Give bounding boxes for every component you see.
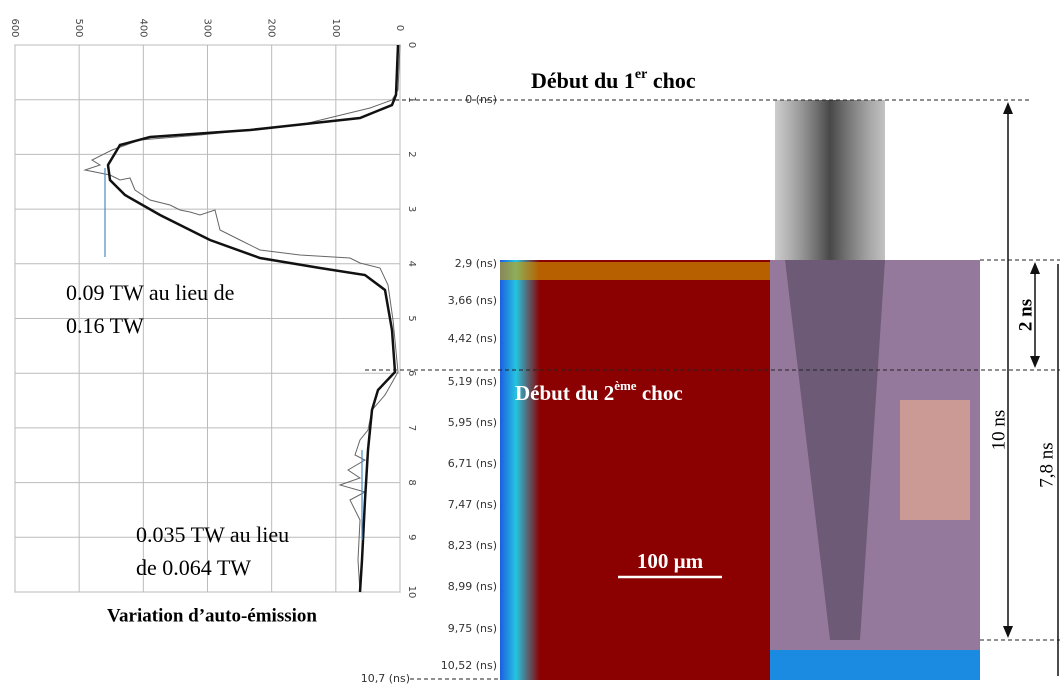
measured-curve [83,44,401,593]
image-band [500,262,770,280]
y-tick-label: 8 [406,479,417,485]
time-label: 6,71 (ns) [448,457,497,470]
time-label: 0 (ns) [465,93,497,106]
label-text: Début du 1 [531,68,635,93]
shock-shadow [775,100,885,260]
shock-shadow [785,260,885,640]
x-tick-label: 400 [137,18,148,37]
arrowhead [1030,356,1040,368]
x-tick-label: 300 [202,18,213,37]
overlay [900,400,970,520]
x-tick-label: 500 [73,18,84,37]
label-text: choc [637,381,683,405]
time-label: 8,23 (ns) [448,539,497,552]
y-tick-label: 2 [406,151,417,157]
simulated-curve [106,44,400,593]
x-tick-label: 0 [394,25,405,31]
time-label: 5,95 (ns) [448,416,497,429]
time-label: 10,52 (ns) [441,659,497,672]
arrowhead [1003,626,1013,638]
time-label: 7,47 (ns) [448,498,497,511]
y-tick-label: 10 [406,586,417,599]
label-sup: ème [614,378,637,393]
image-edge [500,260,540,680]
time-label: 5,19 (ns) [448,375,497,388]
y-tick-label: 3 [406,206,417,212]
duration-label: 2 ns [1015,299,1036,331]
plot: 0.09 TW au lieu de 0.16 TW 0.035 TW au l… [9,18,417,626]
streak-image: 100 µm [500,100,980,680]
caption: Variation d’auto-émission [107,605,317,626]
label-text: choc [647,68,696,93]
arrows [1007,104,1059,676]
time-label: 4,42 (ns) [448,332,497,345]
second-shock-label: Début du 2ème choc [515,378,683,405]
time-label: 8,99 (ns) [448,580,497,593]
y-tick-label: 6 [406,370,417,376]
time-label: 9,75 (ns) [448,622,497,635]
scale-label: 100 µm [637,549,704,573]
duration-label: 7,8 ns [1036,442,1057,487]
time-label: 2,9 (ns) [455,257,497,270]
annotation: 0.16 TW [66,313,144,338]
annotation: 0.09 TW au lieu de [66,280,234,305]
annotation: de 0.064 TW [136,555,251,580]
duration-label: 10 ns [988,410,1009,451]
x-tick-label: 600 [9,18,20,37]
y-tick-label: 0 [406,42,417,48]
time-label: 10,7 (ns) [361,672,410,685]
label-sup: er [635,67,647,82]
y-tick-label: 7 [406,425,417,431]
label-text: Début du 2 [515,381,614,405]
y-tick-label: 9 [406,534,417,540]
y-tick-label: 5 [406,315,417,321]
time-label: 3,66 (ns) [448,294,497,307]
x-tick-label: 100 [330,18,341,37]
annotation: 0.035 TW au lieu [136,522,289,547]
y-tick-label: 4 [406,261,417,267]
image-bottom [770,650,980,680]
arrowhead [1030,262,1040,274]
x-tick-label: 200 [266,18,277,37]
first-shock-label: Début du 1er choc [531,67,696,93]
arrowheads [1003,102,1040,638]
arrowhead [1003,102,1013,114]
